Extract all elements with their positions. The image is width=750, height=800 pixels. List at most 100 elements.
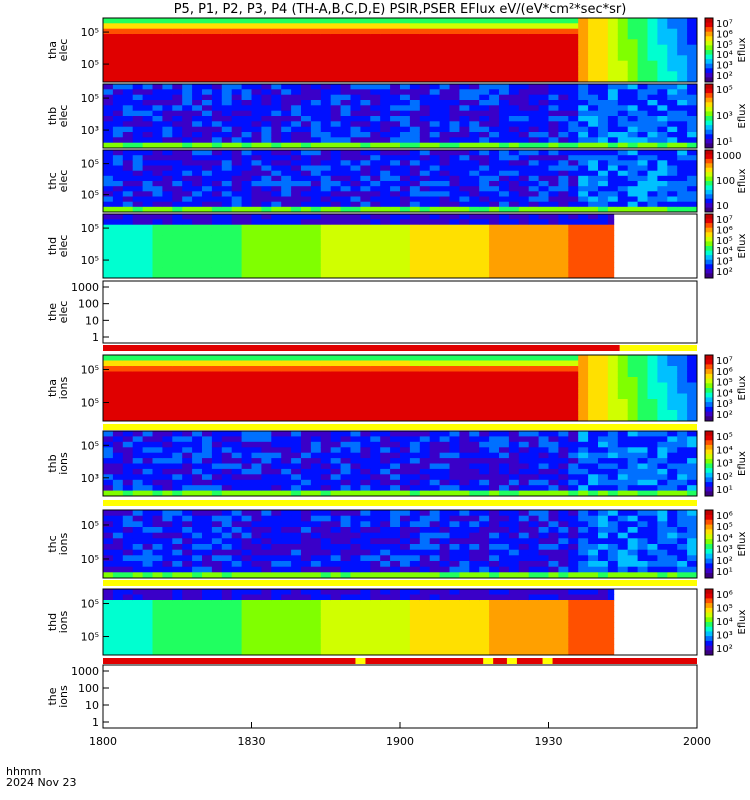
heatmap-cell [390,150,401,156]
heatmap-cell [192,447,203,454]
heatmap-cell [687,410,698,416]
heatmap-cell [271,474,282,481]
heatmap-cell [211,441,223,448]
heatmap-cell [459,84,470,90]
heatmap-cell [499,94,510,101]
heatmap-cell [429,165,440,172]
heatmap-cell [499,116,510,122]
heatmap-cell [202,377,213,383]
heatmap-cell [231,510,242,517]
heatmap-cell [330,468,341,475]
heatmap-cell [558,150,569,156]
heatmap-cell [449,404,460,411]
heatmap-cell [182,538,193,545]
colorbar-swatch [705,150,713,155]
heatmap-cell [271,235,282,241]
heatmap-cell [617,452,629,459]
heatmap-cell [449,219,460,225]
heatmap-cell [518,441,530,448]
heatmap-cell [261,186,272,192]
heatmap-cell [310,66,322,72]
heatmap-cell [499,404,510,411]
heatmap-cell [221,181,233,187]
heatmap-cell [132,28,143,35]
heatmap-cell [192,44,203,51]
heatmap-cell [409,572,421,579]
heatmap-cell [429,490,440,497]
heatmap-cell [598,371,609,378]
heatmap-cell [528,100,539,106]
heatmap-cell [152,399,163,405]
heatmap-cell [400,137,411,143]
heatmap-cell [182,515,193,522]
heatmap-cell [380,201,391,208]
heatmap-cell [598,60,609,67]
heatmap-cell [132,415,143,422]
heatmap-cell [469,121,480,127]
heatmap-cell [241,110,252,117]
heatmap-cell [687,155,698,161]
heatmap-cell [271,399,282,405]
heatmap-cell [211,55,223,61]
heatmap-cell [162,452,173,459]
heatmap-cell [320,89,332,95]
heatmap-cell [459,44,470,51]
heatmap-cell [370,116,381,122]
heatmap-cell [330,132,341,138]
heatmap-cell [251,490,262,497]
heatmap-cell [538,160,549,166]
heatmap-cell [518,566,530,573]
heatmap-cell [192,399,203,405]
heatmap-cell [647,468,658,475]
heatmap-cell [162,431,173,437]
heatmap-cell [489,452,500,459]
heatmap-cell [479,89,490,95]
heatmap-cell [390,246,401,252]
heatmap-cell [627,94,638,101]
heatmap-cell [627,410,638,416]
heatmap-cell [360,355,371,361]
heatmap-cell [578,436,589,443]
heatmap-cell [221,71,233,77]
heatmap-cell [499,150,510,156]
heatmap-cell [103,132,114,138]
heatmap-cell [103,388,114,394]
heatmap-cell [320,66,332,72]
heatmap-cell [261,366,272,372]
heatmap-cell [103,39,114,45]
heatmap-cell [617,463,629,470]
heatmap-cell [251,404,262,411]
heatmap-cell [578,155,589,161]
heatmap-cell [637,377,648,383]
heatmap-cell [429,246,440,252]
heatmap-cell [400,214,411,220]
heatmap-cell [281,94,292,101]
heatmap-cell [301,382,312,389]
heatmap-cell [370,170,381,177]
heatmap-cell [548,267,559,273]
heatmap-cell [667,468,678,475]
heatmap-cell [310,89,322,95]
heatmap-cell [340,224,351,231]
heatmap-cell [340,267,351,273]
heatmap-cell [647,196,658,203]
heatmap-cell [320,132,332,138]
heatmap-cell [112,71,124,77]
heatmap-cell [528,510,539,517]
heatmap-cell [380,137,391,143]
heatmap-cell [340,18,351,24]
heatmap-cell [360,262,371,268]
colorbar-swatch [705,383,713,389]
heatmap-cell [281,84,292,90]
heatmap-cell [211,262,223,268]
heatmap-cell [548,66,559,72]
colorbar-tick: 10⁶ [716,225,733,236]
heatmap-cell [677,479,688,486]
heatmap-cell [469,28,480,35]
heatmap-cell [588,121,599,127]
heatmap-cell [152,23,163,29]
heatmap-cell [370,246,381,252]
heatmap-cell [261,160,272,166]
heatmap-cell [202,44,213,51]
heatmap-cell [103,538,114,545]
